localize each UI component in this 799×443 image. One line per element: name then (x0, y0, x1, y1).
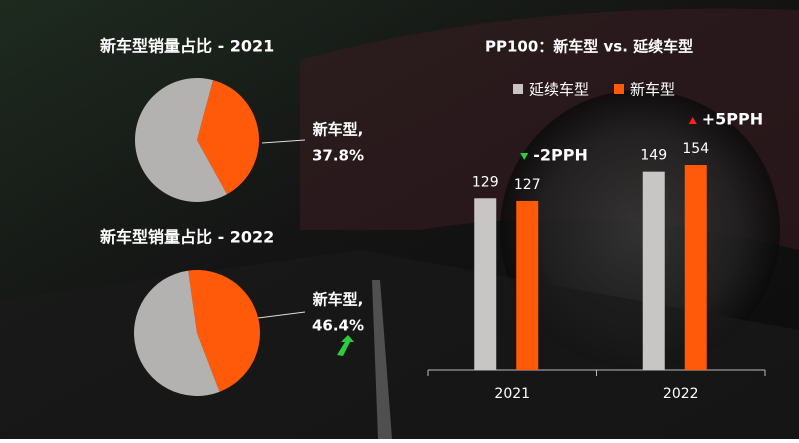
up-arrow-icon (337, 335, 354, 356)
chart-title: PP100：新车型 vs. 延续车型 (485, 38, 693, 56)
slice-label: 新车型, (313, 291, 364, 309)
pie-slice (134, 78, 227, 203)
pie-slice (188, 269, 261, 392)
value-label: 129 (472, 174, 499, 190)
pie-title: 新车型销量占比 - 2022 (100, 228, 274, 247)
legend-swatch (513, 84, 523, 94)
annotation: -2PPH (533, 145, 588, 164)
slice-label: 新车型, (313, 121, 364, 139)
leader-line (257, 311, 306, 319)
bar (642, 171, 665, 370)
pie-slice (134, 270, 220, 396)
legend-label: 延续车型 (529, 81, 589, 99)
bar (474, 198, 497, 370)
annotation: +5PPH (702, 110, 763, 129)
bar (684, 165, 707, 370)
legend-swatch (614, 84, 624, 94)
slice-value-label: 37.8% (312, 147, 364, 165)
pie-title: 新车型销量占比 - 2021 (100, 37, 274, 56)
leader-line (261, 139, 306, 144)
bar (516, 200, 539, 370)
road-line (372, 280, 392, 439)
annotation-marker (520, 152, 529, 160)
value-label: 154 (682, 141, 709, 157)
legend-label: 新车型 (630, 81, 675, 99)
pie-slice (197, 80, 259, 195)
x-tick-label: 2021 (494, 386, 530, 402)
value-label: 127 (514, 177, 541, 193)
x-tick-label: 2022 (663, 386, 699, 402)
value-label: 149 (640, 148, 667, 164)
annotation-marker (688, 117, 697, 124)
slice-value-label: 46.4% (312, 317, 364, 335)
